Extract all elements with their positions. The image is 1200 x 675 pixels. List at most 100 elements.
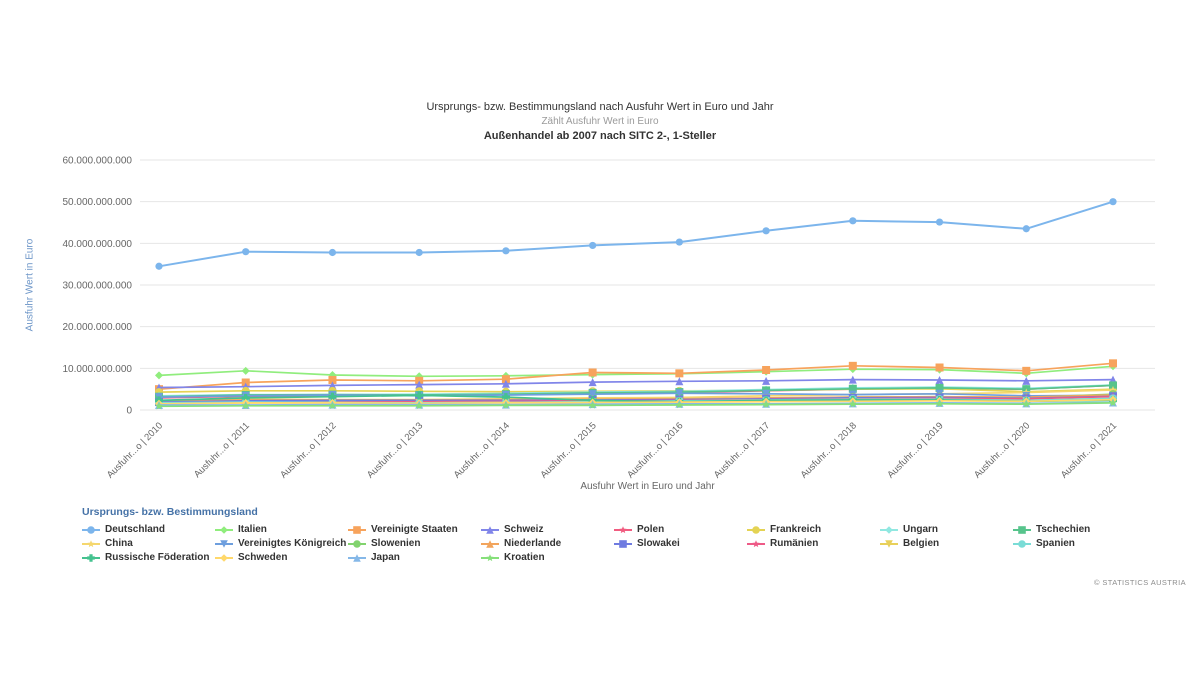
data-point[interactable] xyxy=(415,248,423,257)
data-point[interactable] xyxy=(501,393,510,402)
data-point[interactable] xyxy=(241,366,250,375)
data-point[interactable] xyxy=(588,368,597,377)
series-line-japan[interactable] xyxy=(159,401,1114,406)
series-line-vereinigtes-k-nigreich[interactable] xyxy=(158,392,1114,398)
legend-item-tschechien[interactable]: Tschechien xyxy=(1013,524,1146,535)
legend-marker-icon xyxy=(215,525,233,534)
data-point[interactable] xyxy=(328,376,337,384)
data-point[interactable] xyxy=(762,400,770,408)
data-point[interactable] xyxy=(502,247,510,255)
legend-item-kroatien[interactable]: Kroatien xyxy=(481,552,614,563)
data-point[interactable] xyxy=(328,401,337,410)
data-point[interactable] xyxy=(588,401,597,409)
data-point[interactable] xyxy=(1109,398,1117,407)
data-point[interactable] xyxy=(762,366,771,374)
legend-item-vereinigte-staaten[interactable]: Vereinigte Staaten xyxy=(348,524,481,535)
data-point[interactable] xyxy=(242,248,250,256)
series-line-deutschland[interactable] xyxy=(158,200,1114,268)
data-point[interactable] xyxy=(155,262,163,270)
data-point[interactable] xyxy=(155,402,163,410)
data-point[interactable] xyxy=(1109,381,1117,390)
data-point[interactable] xyxy=(675,389,684,398)
data-point[interactable] xyxy=(935,218,944,226)
legend-label: Schweden xyxy=(238,552,288,563)
legend-item-rum-nien[interactable]: Rumänien xyxy=(747,538,880,549)
data-point[interactable] xyxy=(155,371,163,380)
legend-label: Spanien xyxy=(1036,538,1075,549)
data-point[interactable] xyxy=(935,383,944,392)
data-point[interactable] xyxy=(848,384,857,393)
data-point[interactable] xyxy=(762,227,770,235)
y-axis-tick-label: 10.000.000.000 xyxy=(62,364,132,375)
data-point[interactable] xyxy=(328,248,337,257)
x-axis-tick-label: Ausfuhr...o | 2016 xyxy=(625,420,685,480)
legend-item-schweden[interactable]: Schweden xyxy=(215,552,348,563)
data-point[interactable] xyxy=(848,375,857,384)
data-point[interactable] xyxy=(502,401,510,409)
legend-item-belgien[interactable]: Belgien xyxy=(880,538,1013,549)
legend-item-deutschland[interactable]: Deutschland xyxy=(82,524,215,535)
legend-label: Russische Föderation xyxy=(105,552,210,563)
legend-item-frankreich[interactable]: Frankreich xyxy=(747,524,880,535)
data-point[interactable] xyxy=(415,401,423,410)
legend-label: Vereinigte Staaten xyxy=(371,524,458,535)
legend-label: Rumänien xyxy=(770,538,819,549)
data-point[interactable] xyxy=(1109,359,1117,368)
data-point[interactable] xyxy=(1022,225,1030,233)
data-point[interactable] xyxy=(675,401,684,409)
legend-item-slowenien[interactable]: Slowenien xyxy=(348,538,481,549)
legend: Deutschland Italien Vereinigte Staaten Schw… xyxy=(82,524,1146,563)
legend-marker-icon xyxy=(215,539,233,548)
legend-label: Slowakei xyxy=(637,538,680,549)
legend-item-italien[interactable]: Italien xyxy=(215,524,348,535)
legend-label: China xyxy=(105,538,133,549)
legend-label: Vereinigtes Königreich xyxy=(238,538,347,549)
data-point[interactable] xyxy=(675,369,684,378)
data-point[interactable] xyxy=(241,401,250,410)
series-line-kroatien[interactable] xyxy=(158,402,1114,408)
data-point[interactable] xyxy=(935,399,944,407)
legend-item-spanien[interactable]: Spanien xyxy=(1013,538,1146,549)
data-point[interactable] xyxy=(1109,198,1117,206)
data-point[interactable] xyxy=(849,400,857,408)
data-point[interactable] xyxy=(848,361,857,370)
legend-marker-icon xyxy=(481,525,499,534)
legend-item-ungarn[interactable]: Ungarn xyxy=(880,524,1013,535)
data-point[interactable] xyxy=(935,376,944,384)
data-point[interactable] xyxy=(241,393,250,402)
legend-item-slowakei[interactable]: Slowakei xyxy=(614,538,747,549)
legend-marker-icon xyxy=(82,539,100,547)
data-point[interactable] xyxy=(501,379,510,388)
data-point[interactable] xyxy=(1022,376,1031,385)
legend-label: Polen xyxy=(637,524,665,535)
legend-item-vereinigtes-k-nigreich[interactable]: Vereinigtes Königreich xyxy=(215,538,348,549)
data-point[interactable] xyxy=(762,389,771,398)
series-line-vereinigte-staaten[interactable] xyxy=(158,362,1114,391)
data-point[interactable] xyxy=(241,378,250,387)
data-point[interactable] xyxy=(935,363,944,372)
series-line-italien[interactable] xyxy=(158,365,1114,378)
series-line-schweiz[interactable] xyxy=(158,378,1114,389)
data-point[interactable] xyxy=(501,375,510,384)
legend-item-polen[interactable]: Polen xyxy=(614,524,747,535)
data-point[interactable] xyxy=(675,238,683,246)
y-axis-tick-label: 60.000.000.000 xyxy=(62,156,132,167)
data-point[interactable] xyxy=(849,217,857,225)
data-point[interactable] xyxy=(415,391,424,400)
data-point[interactable] xyxy=(1022,400,1031,408)
data-point[interactable] xyxy=(589,241,597,250)
data-point[interactable] xyxy=(762,376,771,385)
data-point[interactable] xyxy=(1022,366,1031,375)
legend-item-schweiz[interactable]: Schweiz xyxy=(481,524,614,535)
data-point[interactable] xyxy=(415,380,424,389)
legend-item-niederlande[interactable]: Niederlande xyxy=(481,538,614,549)
data-point[interactable] xyxy=(588,390,597,399)
legend-item-russische-f-deration[interactable]: Russische Föderation xyxy=(82,552,215,563)
series-line-schweden[interactable] xyxy=(158,398,1114,405)
data-point[interactable] xyxy=(328,392,337,401)
x-axis-tick-label: Ausfuhr...o | 2020 xyxy=(972,420,1032,480)
legend-item-japan[interactable]: Japan xyxy=(348,552,481,563)
data-point[interactable] xyxy=(675,377,684,386)
legend-item-china[interactable]: China xyxy=(82,538,215,549)
data-point[interactable] xyxy=(588,378,597,387)
